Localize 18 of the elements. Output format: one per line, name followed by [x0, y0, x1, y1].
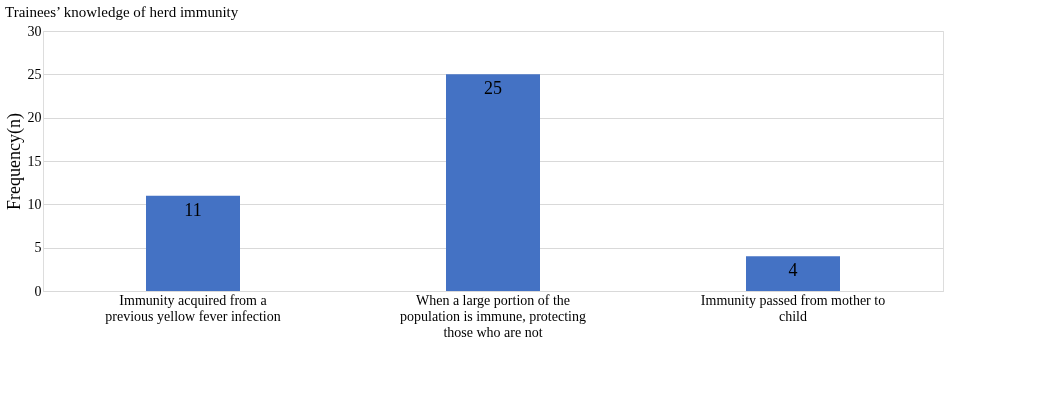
bar	[746, 256, 840, 291]
bar	[446, 74, 540, 291]
bar	[146, 195, 240, 291]
data-label: 4	[788, 260, 798, 281]
x-tick-label: Immunity acquired from a previous yellow fever infection	[105, 292, 281, 324]
y-tick-label: 30	[27, 23, 42, 39]
y-tick-label: 20	[27, 110, 42, 126]
y-axis-title: Frequency(n)	[3, 113, 25, 210]
y-tick-label: 25	[27, 66, 42, 82]
y-tick-label: 15	[27, 153, 42, 169]
y-tick-label: 10	[27, 196, 42, 212]
x-tick-label: When a large portion of the population is immune, protecting those who are not	[400, 292, 586, 340]
y-tick-label: 0	[34, 283, 42, 299]
chart-title: Trainees’ knowledge of herd immunity	[5, 4, 239, 20]
x-tick-label: Immunity passed from mother to child	[700, 292, 886, 324]
y-tick-label: 5	[34, 240, 42, 256]
data-label: 25	[484, 78, 502, 99]
data-label: 11	[184, 199, 202, 220]
